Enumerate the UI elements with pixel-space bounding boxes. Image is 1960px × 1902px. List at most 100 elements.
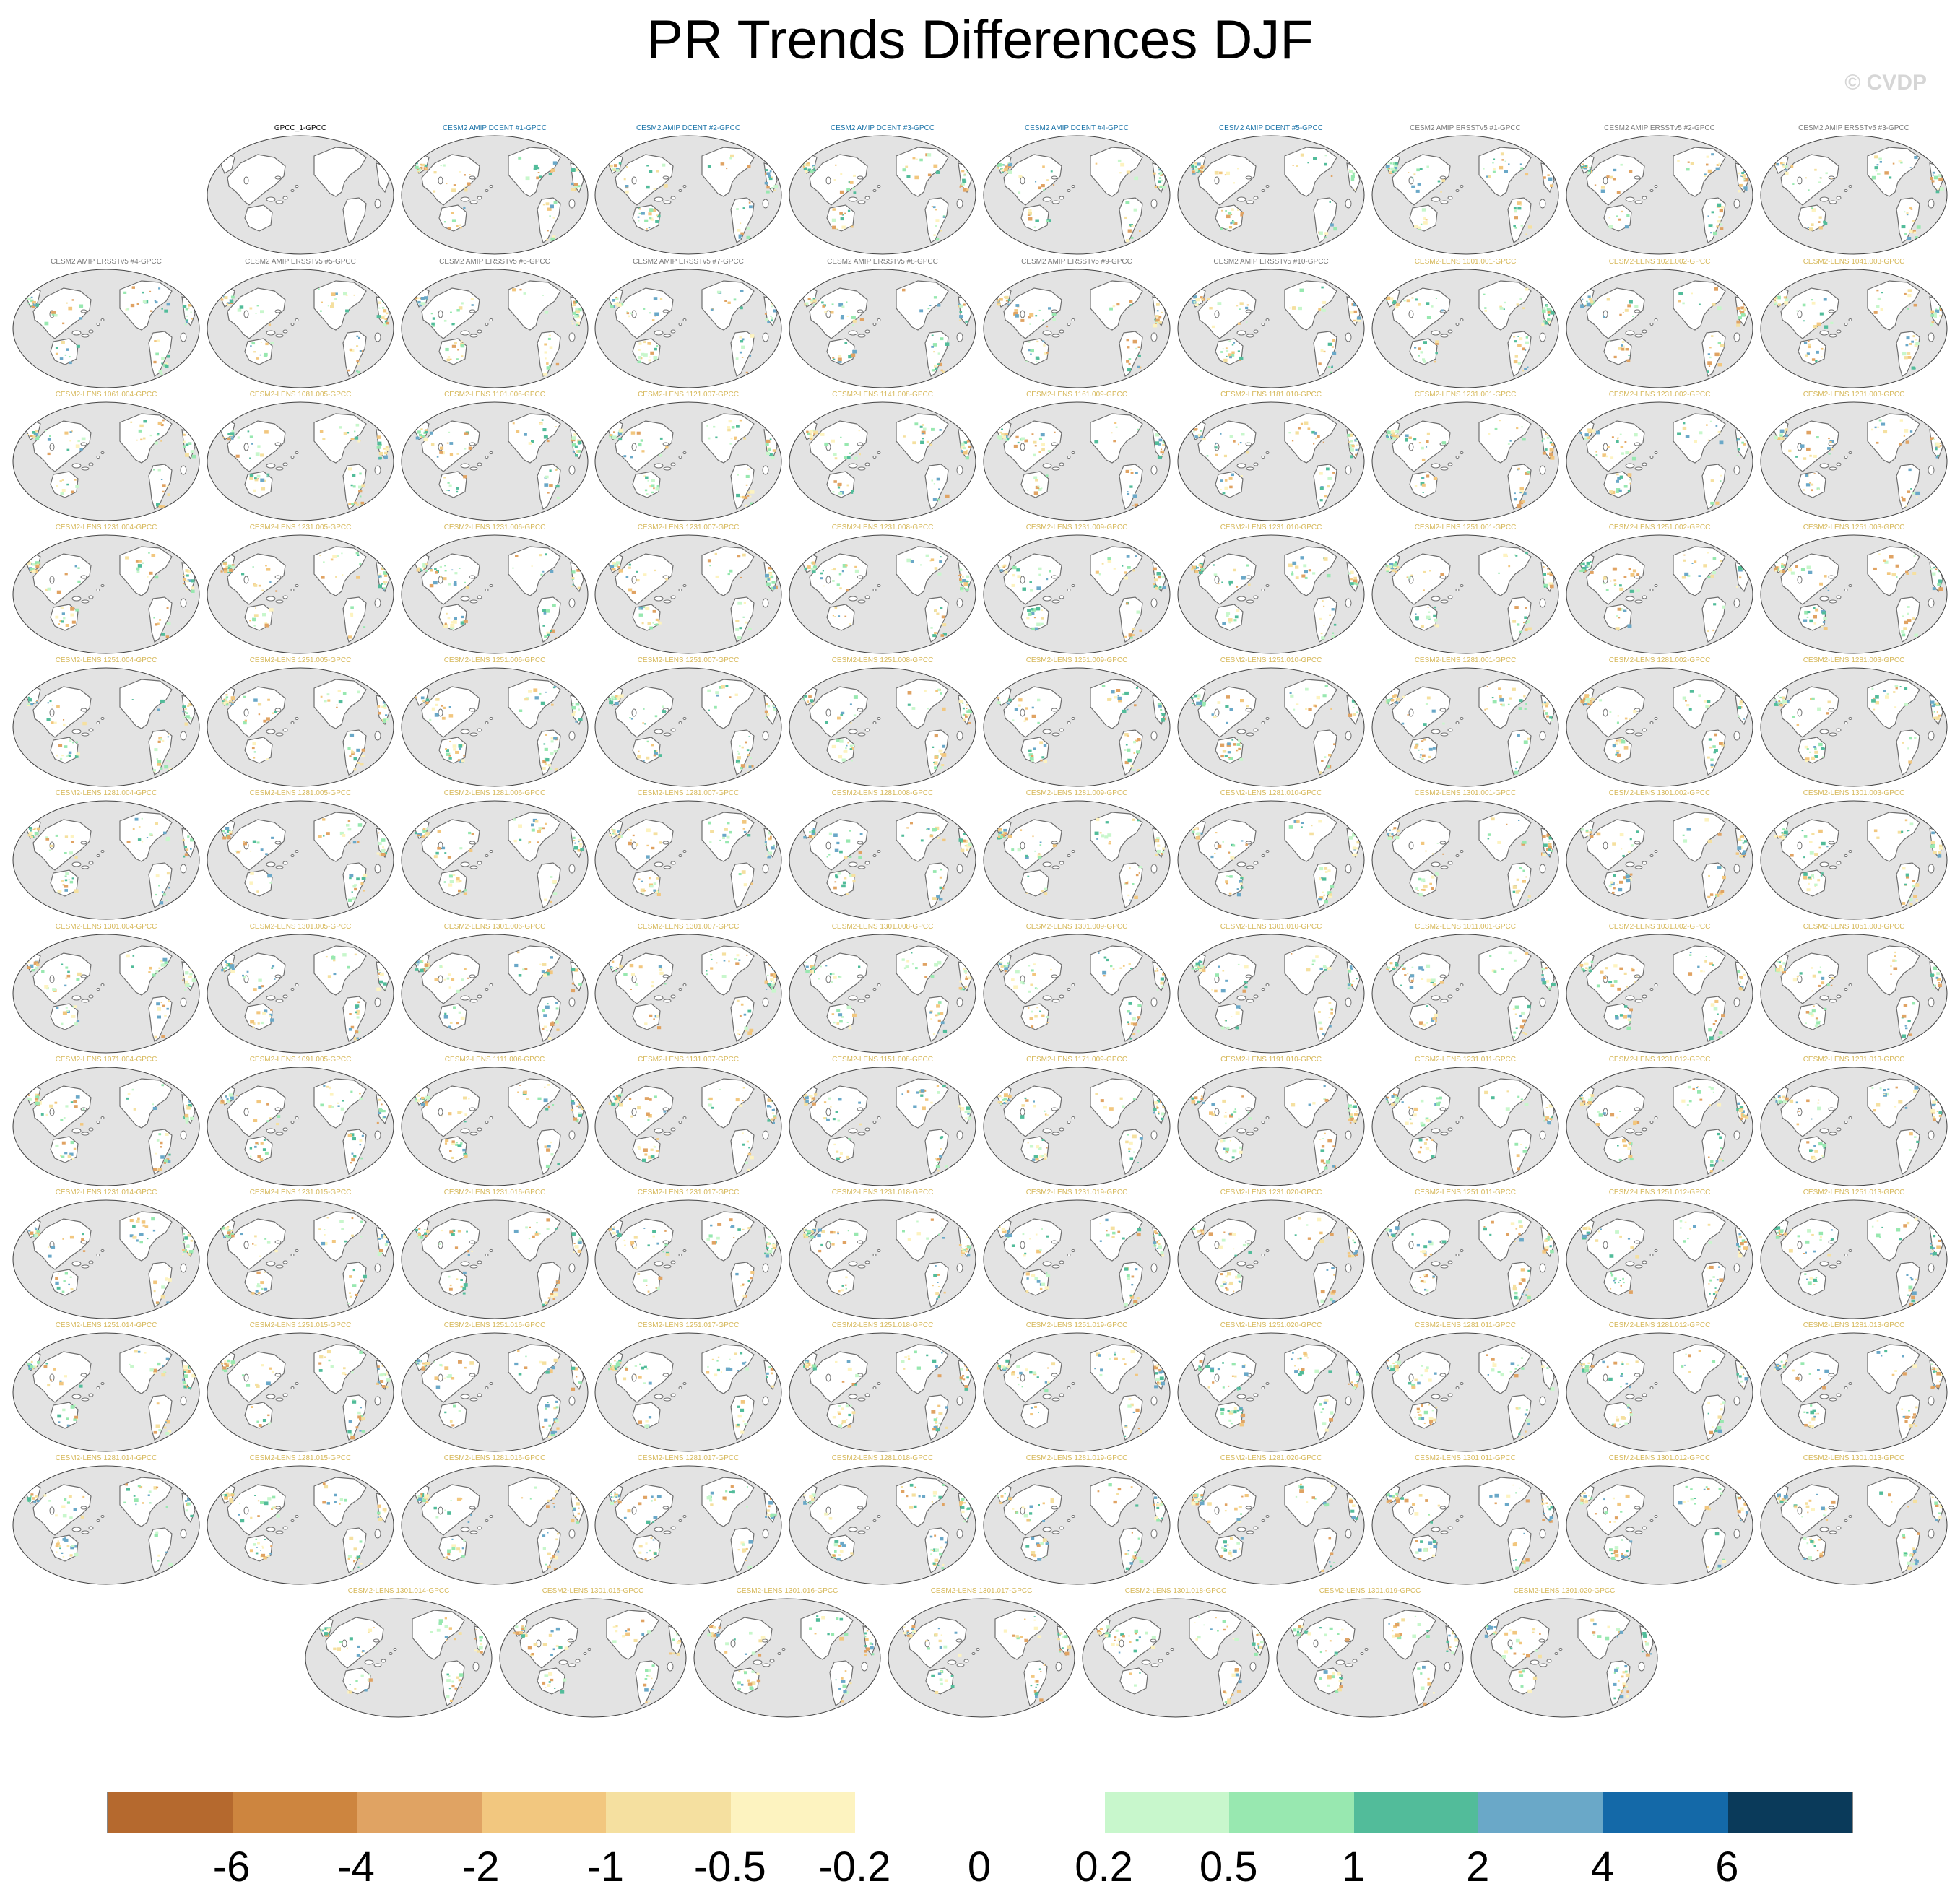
trend-cell xyxy=(458,744,463,748)
trend-cell xyxy=(544,898,547,901)
world-map xyxy=(1760,269,1948,388)
trend-cell xyxy=(544,747,548,751)
trend-cell xyxy=(1333,227,1337,231)
map-border xyxy=(401,934,589,1054)
map-panel: CESM2-LENS 1061.004-GPCC xyxy=(12,391,201,522)
panel-title: CESM2-LENS 1231.008-GPCC xyxy=(831,524,934,531)
ocean xyxy=(595,934,781,1053)
trend-cell xyxy=(253,489,256,492)
trend-cell xyxy=(1001,171,1004,173)
trend-cell xyxy=(1228,618,1233,622)
trend-cell xyxy=(858,856,862,859)
trend-cell xyxy=(1935,568,1938,570)
trend-cell xyxy=(1388,170,1392,174)
trend-cell xyxy=(456,225,459,227)
land xyxy=(313,413,367,464)
trend-cell xyxy=(1686,704,1690,707)
map-border xyxy=(1760,135,1948,255)
trend-cell xyxy=(1931,321,1935,323)
trend-cell xyxy=(1018,175,1023,178)
trend-cell xyxy=(1930,310,1935,313)
trend-cell xyxy=(940,607,943,609)
trend-cell xyxy=(439,965,443,968)
trend-cell xyxy=(1104,835,1109,839)
trend-cell xyxy=(934,766,938,770)
map-panel: CESM2 AMIP ERSSTv5 #2-GPCC xyxy=(1565,124,1754,256)
map-panel: CESM2-LENS 1281.002-GPCC xyxy=(1565,656,1754,788)
trend-cell xyxy=(423,438,428,442)
world-map xyxy=(401,800,589,920)
trend-cell xyxy=(160,960,163,963)
trend-cell xyxy=(936,895,940,898)
trend-cell xyxy=(903,435,906,438)
trend-cell xyxy=(771,305,773,308)
trend-cell xyxy=(1935,445,1941,448)
trend-cell xyxy=(1305,687,1309,691)
trend-cell xyxy=(73,1005,77,1008)
trend-cell xyxy=(1395,697,1400,701)
trend-cell xyxy=(1816,436,1819,439)
trend-cell xyxy=(1330,885,1335,888)
trend-cell xyxy=(386,300,390,304)
trend-cell xyxy=(227,564,232,568)
trend-cell xyxy=(930,558,935,561)
trend-cell xyxy=(1421,878,1426,882)
trend-cell xyxy=(445,347,449,352)
trend-cell xyxy=(935,367,938,370)
panel-title: CESM2-LENS 1301.006-GPCC xyxy=(443,923,546,931)
trend-cell xyxy=(226,303,229,305)
panel-title: CESM2-LENS 1301.004-GPCC xyxy=(55,923,157,931)
trend-cell xyxy=(854,565,857,568)
trend-cell xyxy=(223,295,225,298)
trend-cell xyxy=(1015,304,1020,307)
trend-cell xyxy=(765,837,767,839)
trend-cell xyxy=(769,170,772,173)
trend-cell xyxy=(447,227,451,230)
trend-cell xyxy=(838,482,842,486)
trend-cell xyxy=(1549,584,1554,589)
trend-cell xyxy=(770,316,772,317)
trend-cell xyxy=(938,488,940,490)
trend-cell xyxy=(74,856,78,859)
land xyxy=(924,331,949,377)
trend-cell xyxy=(352,474,356,477)
trend-cell xyxy=(1785,428,1788,431)
trend-cell xyxy=(241,573,245,576)
trend-cell xyxy=(142,291,144,294)
trend-cell xyxy=(149,966,152,970)
trend-cell xyxy=(1547,836,1550,838)
trend-cell xyxy=(1802,303,1806,307)
trend-cell xyxy=(1717,203,1722,207)
trend-cell xyxy=(1006,702,1008,704)
trend-cell xyxy=(155,874,160,878)
trend-cell xyxy=(612,698,615,700)
trend-cell xyxy=(1437,180,1441,183)
trend-cell xyxy=(1124,635,1127,638)
trend-cell xyxy=(1527,627,1532,630)
trend-cell xyxy=(849,452,851,454)
trend-cell xyxy=(386,312,389,315)
trend-cell xyxy=(1809,619,1813,623)
trend-cell xyxy=(1711,226,1714,228)
trend-cell xyxy=(230,300,234,303)
trend-cell xyxy=(749,1028,754,1033)
trend-cell xyxy=(1138,872,1140,874)
world-map xyxy=(12,534,200,654)
trend-cell xyxy=(1330,708,1332,710)
trend-cell xyxy=(1386,570,1389,573)
trend-cell xyxy=(803,836,807,839)
trend-cell xyxy=(1241,433,1245,436)
trend-cell xyxy=(919,309,924,313)
trend-cell xyxy=(1033,491,1038,495)
trend-cell xyxy=(158,287,161,290)
world-map xyxy=(207,800,394,920)
land xyxy=(537,464,561,510)
trend-cell xyxy=(1585,697,1590,701)
trend-cell xyxy=(1892,162,1895,165)
trend-cell xyxy=(1590,429,1595,433)
trend-cell xyxy=(1041,448,1045,451)
trend-cell xyxy=(1522,880,1526,883)
trend-cell xyxy=(1133,208,1137,212)
trend-cell xyxy=(571,570,576,574)
trend-cell xyxy=(138,826,141,828)
